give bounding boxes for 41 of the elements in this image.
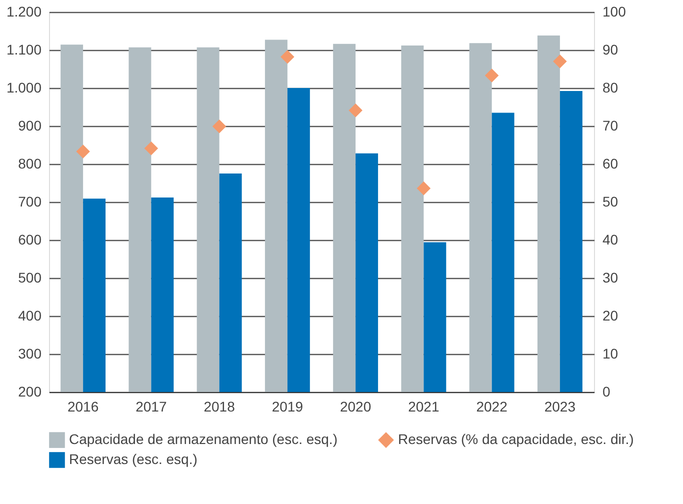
- y2-tick-label: 0: [602, 384, 610, 400]
- x-tick-label: 2023: [544, 398, 576, 414]
- x-tick-label: 2022: [476, 398, 508, 414]
- x-tick-label: 2016: [67, 398, 99, 414]
- x-tick-label: 2020: [340, 398, 372, 414]
- point: [553, 54, 567, 68]
- y-tick-label: 200: [18, 384, 42, 400]
- legend-label: Reservas (esc. esq.): [69, 451, 198, 467]
- y-tick-label: 500: [18, 270, 42, 286]
- y-tick-label: 700: [18, 194, 42, 210]
- y-tick-label: 1.000: [6, 80, 42, 96]
- x-tick-label: 2019: [272, 398, 304, 414]
- y-tick-label: 900: [18, 118, 42, 134]
- point: [484, 68, 499, 82]
- y2-tick-label: 20: [602, 308, 618, 324]
- point: [280, 50, 294, 64]
- legend-label: Reservas (% da capacidade, esc. dir.): [398, 431, 634, 448]
- y-tick-label: 1.100: [6, 42, 42, 58]
- y2-tick-label: 50: [602, 194, 618, 210]
- y-tick-label: 400: [18, 308, 42, 324]
- y2-tick-label: 70: [602, 118, 618, 134]
- y2-tick-label: 100: [602, 4, 626, 20]
- y-tick-label: 800: [18, 156, 42, 172]
- y2-tick-label: 90: [602, 42, 618, 58]
- y2-tick-label: 80: [602, 80, 618, 96]
- x-tick-label: 2018: [204, 398, 236, 414]
- y2-tick-label: 40: [602, 232, 618, 248]
- y2-tick-label: 10: [602, 346, 618, 362]
- x-tick-label: 2017: [136, 398, 167, 414]
- y-tick-label: 300: [18, 346, 42, 362]
- point: [212, 119, 226, 134]
- point: [348, 104, 362, 118]
- y-tick-label: 1.200: [6, 4, 42, 20]
- y2-tick-label: 30: [602, 270, 618, 286]
- point: [144, 142, 158, 156]
- legend-label: Capacidade de armazenamento (esc. esq.): [69, 431, 338, 448]
- y-tick-label: 600: [18, 232, 42, 248]
- point: [76, 144, 90, 158]
- x-tick-label: 2021: [408, 398, 440, 414]
- y2-tick-label: 60: [602, 156, 618, 172]
- point: [416, 181, 431, 196]
